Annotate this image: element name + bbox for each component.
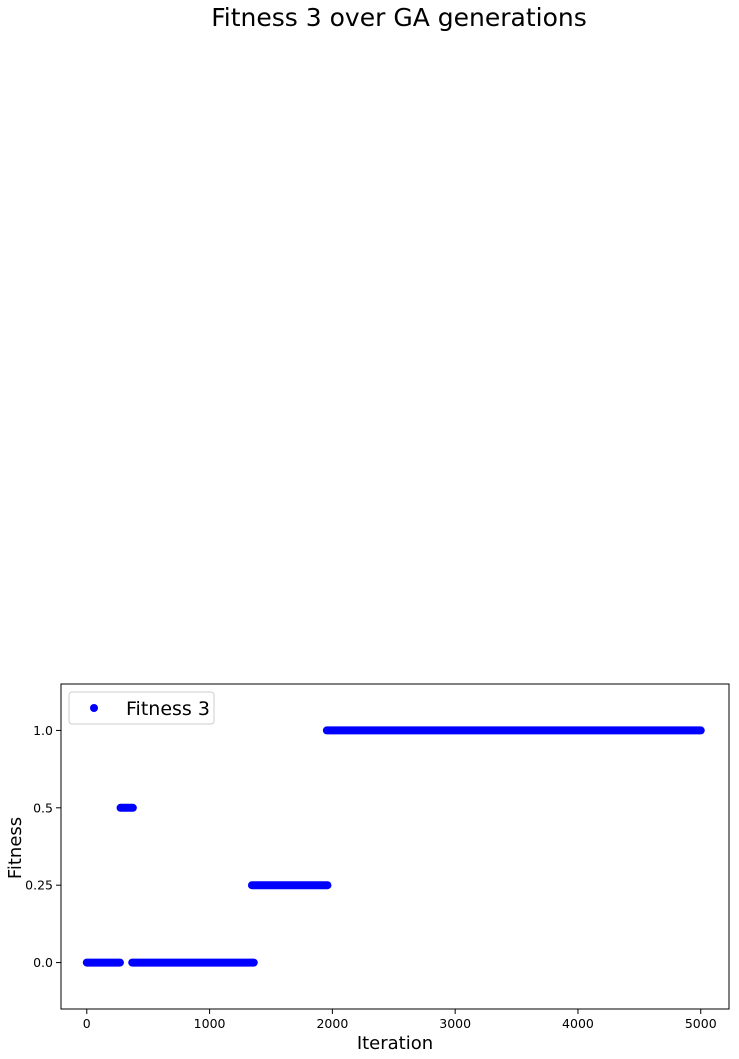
legend-box xyxy=(68,691,215,725)
x-tick-label: 0 xyxy=(83,1016,91,1031)
legend-label: Fitness 3 xyxy=(126,698,210,720)
y-tick-label: 1.0 xyxy=(33,723,53,738)
y-tick-label: 0.5 xyxy=(33,800,53,815)
x-tick-label: 5000 xyxy=(685,1016,717,1031)
x-tick-label: 3000 xyxy=(439,1016,471,1031)
chart-title: Fitness 3 over GA generations xyxy=(211,3,587,32)
plot-area xyxy=(60,683,730,1010)
y-tick-label: 0.0 xyxy=(33,955,53,970)
x-tick-label: 1000 xyxy=(194,1016,226,1031)
y-axis-label: Fitness xyxy=(5,817,26,879)
legend-marker xyxy=(90,704,98,712)
x-axis-label: Iteration xyxy=(357,1033,433,1054)
data-marks xyxy=(82,726,705,967)
y-axis: 0.0 0.25 0.5 1.0 xyxy=(25,723,61,970)
legend: Fitness 3 xyxy=(68,691,215,725)
x-tick-label: 4000 xyxy=(562,1016,594,1031)
y-tick-label: 0.25 xyxy=(25,878,53,893)
x-axis: 0 1000 2000 3000 4000 5000 xyxy=(83,1009,717,1031)
x-tick-label: 2000 xyxy=(316,1016,348,1031)
